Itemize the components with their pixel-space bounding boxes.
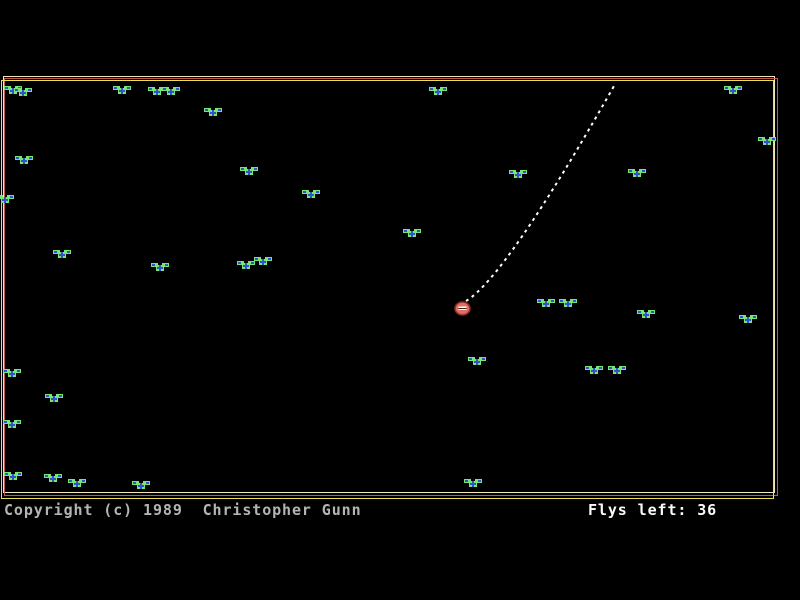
copyright-text: Copyright (c) 1989 Christopher Gunn: [4, 501, 362, 519]
fly-sprite: [758, 135, 776, 146]
fly-sprite: [162, 85, 180, 96]
fly-sprite: [509, 168, 527, 179]
fly-sprite: [15, 154, 33, 165]
fly-sprite: [739, 313, 757, 324]
fly-sprite: [44, 472, 62, 483]
player-bug-sprite: [454, 300, 471, 316]
fly-sprite: [585, 364, 603, 375]
fly-sprite: [0, 193, 14, 204]
fly-sprite: [3, 367, 21, 378]
fly-sprite: [53, 248, 71, 259]
playfield[interactable]: [2, 77, 775, 496]
fly-sprite: [637, 308, 655, 319]
fly-sprite: [68, 477, 86, 488]
fly-sprite: [302, 188, 320, 199]
fly-sprite: [403, 227, 421, 238]
fly-sprite: [464, 477, 482, 488]
fly-sprite: [559, 297, 577, 308]
fly-sprite: [468, 355, 486, 366]
fly-sprite: [537, 297, 555, 308]
fly-sprite: [724, 84, 742, 95]
fly-sprite: [254, 255, 272, 266]
flies-left-counter: Flys left: 36: [588, 501, 718, 519]
fly-sprite: [3, 418, 21, 429]
fly-sprite: [14, 86, 32, 97]
fly-sprite: [45, 392, 63, 403]
fly-sprite: [608, 364, 626, 375]
fly-sprite: [628, 167, 646, 178]
fly-sprite: [237, 259, 255, 270]
fly-sprite: [151, 261, 169, 272]
fly-sprite: [240, 165, 258, 176]
fly-sprite: [4, 470, 22, 481]
fly-sprite: [113, 84, 131, 95]
fly-sprite: [429, 85, 447, 96]
fly-sprite: [132, 479, 150, 490]
fly-sprite: [204, 106, 222, 117]
